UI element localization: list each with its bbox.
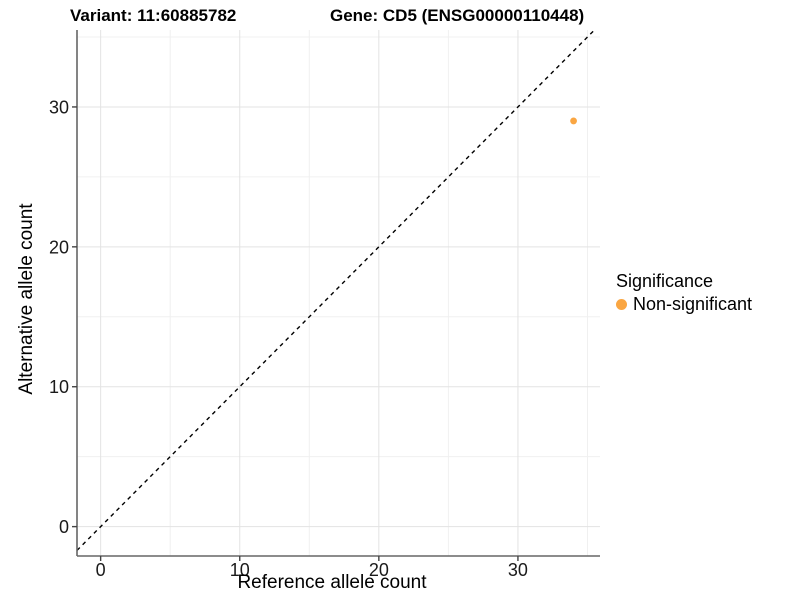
plot-title-gene: Gene: CD5 (ENSG00000110448) — [330, 6, 585, 25]
y-tick-label: 0 — [59, 517, 69, 537]
x-axis-label: Reference allele count — [237, 572, 427, 593]
data-point — [570, 117, 577, 125]
plot-title-variant: Variant: 11:60885782 — [70, 6, 237, 25]
x-tick-label: 30 — [508, 560, 528, 580]
y-tick-label: 10 — [49, 377, 69, 397]
legend-key-circle-icon — [616, 299, 627, 310]
y-axis-label: Alternative allele count — [16, 203, 37, 395]
legend-title: Significance — [616, 271, 714, 291]
y-tick-label: 30 — [49, 97, 69, 117]
legend-item-non-significant: Non-significant — [616, 294, 752, 315]
x-tick-label: 0 — [96, 560, 106, 580]
identity-line — [76, 29, 595, 551]
y-tick-label: 20 — [49, 237, 69, 257]
legend: Significance Non-significant — [616, 271, 752, 315]
legend-item-label: Non-significant — [633, 294, 753, 314]
x-tick-label: 10 — [230, 560, 250, 580]
x-tick-label: 20 — [369, 560, 389, 580]
